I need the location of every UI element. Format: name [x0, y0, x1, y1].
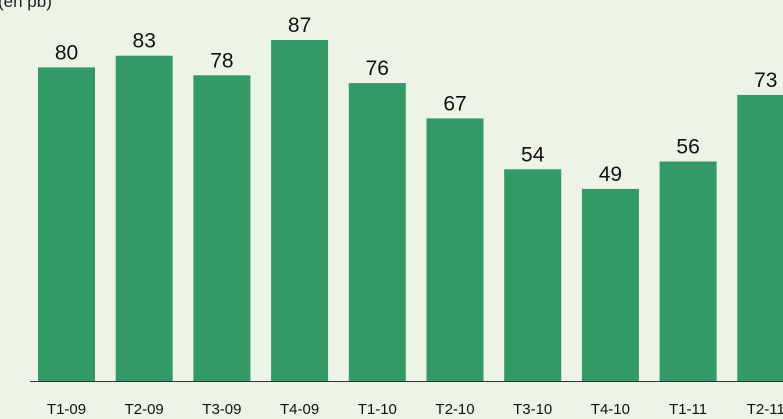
value-label-T3-09: 78 — [210, 49, 233, 72]
bar-T3-09 — [193, 75, 251, 382]
bars-group — [38, 40, 783, 382]
value-label-T1-09: 80 — [55, 41, 78, 64]
bar-T2-11 — [737, 94, 783, 382]
bar-T2-10 — [426, 118, 484, 382]
x-tick-label-T3-09: T3-09 — [202, 401, 241, 418]
bar-T1-10 — [348, 83, 406, 381]
unit-label: (en pb) — [0, 0, 52, 11]
x-tick-label-T2-11: T2-11 — [747, 401, 783, 418]
value-label-T4-09: 87 — [288, 14, 311, 37]
value-labels-group: 80 83 78 87 76 67 54 49 56 73 — [55, 14, 778, 186]
bar-T3-10 — [504, 169, 562, 381]
value-label-T2-11: 73 — [754, 69, 777, 92]
x-tick-label-T2-09: T2-09 — [125, 401, 164, 418]
bar-T4-10 — [581, 188, 639, 381]
bar-T4-09 — [271, 40, 329, 381]
x-tick-label-T1-09: T1-09 — [47, 401, 86, 418]
value-label-T2-10: 67 — [443, 92, 466, 115]
value-label-T4-10: 49 — [599, 163, 622, 186]
x-tick-label-T1-10: T1-10 — [358, 401, 397, 418]
x-tick-labels-group: T1-09 T2-09 T3-09 T4-09 T1-10 T2-10 T3-10 T4-10… — [47, 401, 783, 418]
bar-T1-11 — [659, 161, 717, 381]
value-label-T2-09: 83 — [133, 30, 156, 53]
bar-T2-09 — [115, 55, 173, 381]
x-tick-label-T1-11: T1-11 — [669, 401, 707, 418]
x-tick-label-T3-10: T3-10 — [513, 401, 552, 418]
value-label-T1-11: 56 — [676, 136, 699, 159]
x-tick-label-T4-10: T4-10 — [591, 401, 630, 418]
x-tick-label-T2-10: T2-10 — [435, 401, 474, 418]
value-label-T3-10: 54 — [521, 143, 545, 166]
x-tick-label-T4-09: T4-09 — [280, 401, 319, 418]
bar-T1-09 — [38, 67, 95, 382]
value-label-T1-10: 76 — [366, 57, 389, 80]
